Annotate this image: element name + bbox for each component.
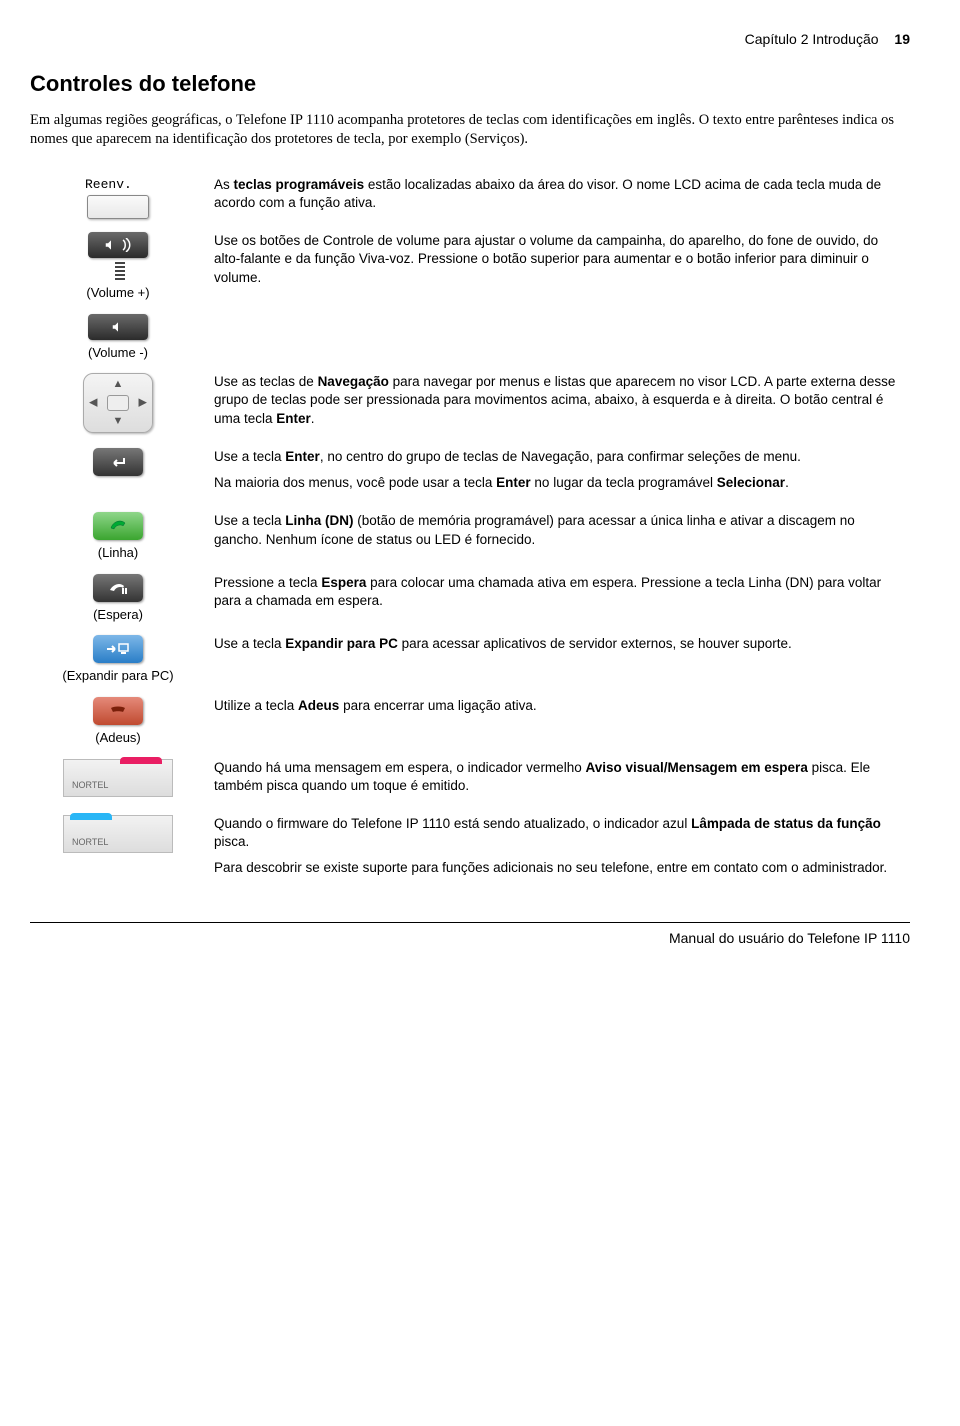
volume-down-icon bbox=[88, 314, 148, 340]
row-enter: Use a tecla Enter, no centro do grupo de… bbox=[30, 442, 910, 506]
footer-text: Manual do usuário do Telefone IP 1110 bbox=[30, 929, 910, 948]
chapter-label: Capítulo 2 Introdução bbox=[745, 31, 879, 47]
navigation-desc: Use as teclas de Navegação para navegar … bbox=[214, 373, 902, 428]
row-volume-up: (Volume +) Use os botões de Controle de … bbox=[30, 226, 910, 308]
softkey-button-graphic bbox=[87, 195, 149, 219]
enter-desc-1: Use a tecla Enter, no centro do grupo de… bbox=[214, 448, 902, 466]
row-message-led: NORTEL Quando há uma mensagem em espera,… bbox=[30, 753, 910, 809]
softkey-desc: As teclas programáveis estão localizadas… bbox=[214, 176, 902, 212]
expand-pc-key-icon bbox=[93, 635, 143, 663]
line-caption: (Linha) bbox=[38, 544, 198, 562]
feature-status-led-icon: NORTEL bbox=[63, 815, 173, 853]
row-firmware-led: NORTEL Quando o firmware do Telefone IP … bbox=[30, 809, 910, 892]
line-key-icon bbox=[93, 512, 143, 540]
page-number: 19 bbox=[894, 31, 910, 47]
enter-key-icon bbox=[93, 448, 143, 476]
volume-up-icon bbox=[88, 232, 148, 258]
controls-table: Reenv. As teclas programáveis estão loca… bbox=[30, 170, 910, 892]
volume-up-caption: (Volume +) bbox=[38, 284, 198, 302]
expand-pc-desc: Use a tecla Expandir para PC para acessa… bbox=[214, 635, 902, 653]
goodbye-desc: Utilize a tecla Adeus para encerrar uma … bbox=[214, 697, 902, 715]
softkey-lcd-label: Reenv. bbox=[83, 176, 153, 194]
hold-caption: (Espera) bbox=[38, 606, 198, 624]
row-expand-pc: (Expandir para PC) Use a tecla Expandir … bbox=[30, 629, 910, 691]
row-volume-down: (Volume -) bbox=[30, 308, 910, 368]
volume-scale-icon bbox=[115, 262, 121, 280]
line-desc: Use a tecla Linha (DN) (botão de memória… bbox=[214, 512, 902, 548]
page-title: Controles do telefone bbox=[30, 69, 910, 99]
goodbye-caption: (Adeus) bbox=[38, 729, 198, 747]
message-led-desc: Quando há uma mensagem em espera, o indi… bbox=[214, 759, 902, 795]
message-wait-led-icon: NORTEL bbox=[63, 759, 173, 797]
volume-desc: Use os botões de Controle de volume para… bbox=[214, 232, 902, 287]
row-hold: (Espera) Pressione a tecla Espera para c… bbox=[30, 568, 910, 630]
volume-down-caption: (Volume -) bbox=[38, 344, 198, 362]
row-line: (Linha) Use a tecla Linha (DN) (botão de… bbox=[30, 506, 910, 568]
hold-key-icon bbox=[93, 574, 143, 602]
page-header: Capítulo 2 Introdução 19 bbox=[30, 30, 910, 49]
row-softkey: Reenv. As teclas programáveis estão loca… bbox=[30, 170, 910, 226]
firmware-led-desc-2: Para descobrir se existe suporte para fu… bbox=[214, 859, 902, 877]
row-goodbye: (Adeus) Utilize a tecla Adeus para encer… bbox=[30, 691, 910, 753]
nortel-brand-label: NORTEL bbox=[72, 836, 108, 848]
footer-rule bbox=[30, 922, 910, 923]
expand-pc-caption: (Expandir para PC) bbox=[38, 667, 198, 685]
navigation-pad-icon: ▲ ▼ ◀ ▶ bbox=[83, 373, 153, 433]
firmware-led-desc-1: Quando o firmware do Telefone IP 1110 es… bbox=[214, 815, 902, 851]
nortel-brand-label: NORTEL bbox=[72, 779, 108, 791]
softkey-icon: Reenv. bbox=[83, 176, 153, 220]
row-navigation: ▲ ▼ ◀ ▶ Use as teclas de Navegação para … bbox=[30, 367, 910, 442]
enter-desc-2: Na maioria dos menus, você pode usar a t… bbox=[214, 474, 902, 492]
intro-paragraph: Em algumas regiões geográficas, o Telefo… bbox=[30, 111, 910, 150]
hold-desc: Pressione a tecla Espera para colocar um… bbox=[214, 574, 902, 610]
goodbye-key-icon bbox=[93, 697, 143, 725]
